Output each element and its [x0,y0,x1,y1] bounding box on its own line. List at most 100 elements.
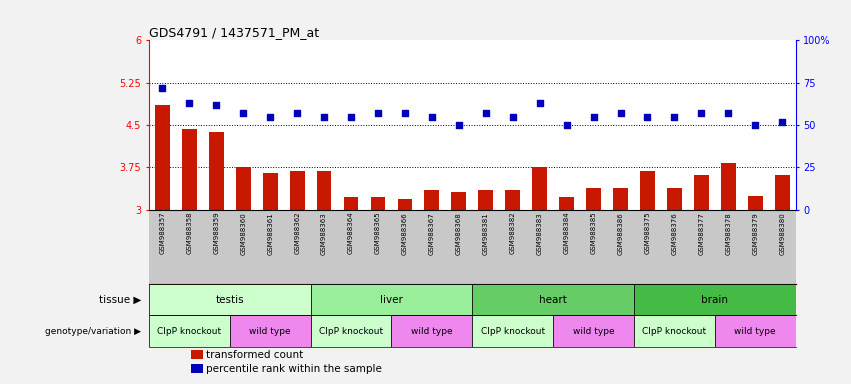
Point [641,113,654,119]
Text: GSM988378: GSM988378 [725,212,731,255]
Bar [505,190,520,210]
Text: wild type: wild type [734,327,776,336]
Point [371,110,385,116]
Text: GSM988386: GSM988386 [618,212,624,255]
Point [479,110,493,116]
Bar [191,350,203,359]
Bar [230,316,311,347]
Text: genotype/variation ▶: genotype/variation ▶ [45,327,141,336]
Bar [774,175,790,210]
Text: GSM988359: GSM988359 [214,212,220,255]
Bar [667,188,682,210]
Text: GSM988364: GSM988364 [348,212,354,255]
Text: GSM988379: GSM988379 [752,212,758,255]
Point [209,102,223,108]
Text: wild type: wild type [411,327,453,336]
Bar [478,190,494,210]
Text: wild type: wild type [573,327,614,336]
Text: GSM988377: GSM988377 [699,212,705,255]
Point [614,110,627,116]
Point [264,113,277,119]
Bar [344,197,358,210]
Bar [182,129,197,210]
Point [722,110,735,116]
Text: GSM988376: GSM988376 [671,212,677,255]
Bar [149,316,230,347]
Bar [397,199,413,210]
Point [560,122,574,128]
Text: brain: brain [701,295,728,305]
Text: heart: heart [540,295,567,305]
Text: GSM988385: GSM988385 [591,212,597,255]
Bar [748,195,762,210]
Text: GSM988383: GSM988383 [537,212,543,255]
Text: GSM988367: GSM988367 [429,212,435,255]
Text: tissue ▶: tissue ▶ [99,295,141,305]
Bar [553,316,634,347]
Text: GSM988381: GSM988381 [483,212,488,255]
Point [317,113,331,119]
Point [182,100,196,106]
Text: GSM988368: GSM988368 [456,212,462,255]
Text: ClpP knockout: ClpP knockout [481,327,545,336]
Bar [236,167,251,210]
Text: transformed count: transformed count [206,350,303,360]
Point [505,113,519,119]
Bar [311,284,472,316]
Text: GDS4791 / 1437571_PM_at: GDS4791 / 1437571_PM_at [149,26,319,39]
Text: ClpP knockout: ClpP knockout [157,327,221,336]
Bar [317,171,332,210]
Text: GSM988358: GSM988358 [186,212,192,255]
Bar [263,173,277,210]
Text: ClpP knockout: ClpP knockout [643,327,706,336]
Bar [715,316,796,347]
Bar [472,316,553,347]
Text: GSM988360: GSM988360 [240,212,246,255]
Bar [191,364,203,373]
Point [667,113,681,119]
Bar [149,284,311,316]
Text: percentile rank within the sample: percentile rank within the sample [206,364,382,374]
Point [452,122,465,128]
Point [775,119,789,125]
Text: GSM988366: GSM988366 [402,212,408,255]
Bar [634,284,796,316]
Text: wild type: wild type [249,327,291,336]
Bar [694,175,709,210]
Bar [586,188,601,210]
Text: testis: testis [215,295,244,305]
Text: GSM988382: GSM988382 [510,212,516,255]
Bar [559,197,574,210]
Bar [370,197,386,210]
Point [694,110,708,116]
Point [533,100,546,106]
Bar [451,192,466,210]
Text: GSM988384: GSM988384 [563,212,569,255]
Point [398,110,412,116]
Text: GSM988363: GSM988363 [321,212,327,255]
Text: GSM988362: GSM988362 [294,212,300,255]
Bar [472,284,634,316]
Bar [311,316,391,347]
Text: ClpP knockout: ClpP knockout [319,327,383,336]
Bar [391,316,472,347]
Text: GSM988380: GSM988380 [780,212,785,255]
Bar [532,167,547,210]
Text: GSM988365: GSM988365 [375,212,381,255]
Bar [425,190,439,210]
Point [587,113,601,119]
Bar [640,171,655,210]
Bar [613,188,628,210]
Bar [721,163,736,210]
Point [237,110,250,116]
Text: GSM988357: GSM988357 [159,212,165,255]
Text: liver: liver [380,295,403,305]
Bar [289,171,305,210]
Point [290,110,304,116]
Text: GSM988361: GSM988361 [267,212,273,255]
Bar [208,132,224,210]
Point [344,113,358,119]
Point [425,113,439,119]
Point [156,84,169,91]
Bar [634,316,715,347]
